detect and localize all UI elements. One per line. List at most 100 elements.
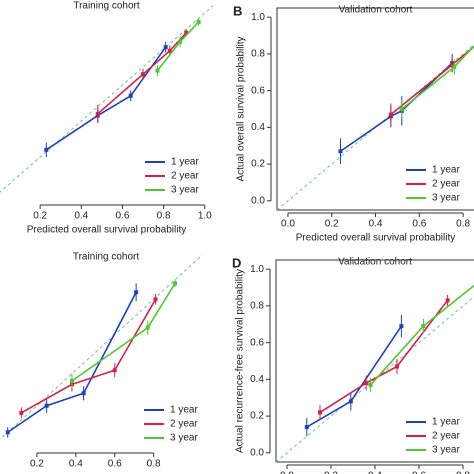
panel-title: Training cohort xyxy=(73,252,140,263)
x-axis-label: Predicted overall survival probability xyxy=(296,233,456,244)
point xyxy=(348,399,353,404)
point xyxy=(388,112,393,117)
calibration-line xyxy=(156,21,200,72)
y-tick-label: 0.0 xyxy=(250,447,264,458)
point xyxy=(95,111,100,116)
y-tick-label: 0.0 xyxy=(251,195,265,206)
y-tick-label: 0.6 xyxy=(251,85,265,96)
point xyxy=(364,381,369,386)
y-tick-label: 0.4 xyxy=(251,122,265,133)
calibration-line xyxy=(401,45,474,110)
point xyxy=(421,324,426,329)
plot-frame xyxy=(275,259,474,463)
point xyxy=(399,107,404,111)
legend-label: 3 year xyxy=(432,193,460,204)
x-tick-label: 0.6 xyxy=(116,211,130,222)
point xyxy=(184,30,189,35)
x-tick-label: 0.2 xyxy=(30,459,44,470)
x-tick-label: 0.8 xyxy=(147,459,161,470)
legend-label: 1 year xyxy=(170,405,198,416)
point xyxy=(173,281,178,286)
x-tick-label: 0.2 xyxy=(325,219,339,230)
point xyxy=(69,378,74,383)
legend-label: 1 year xyxy=(432,165,460,176)
point xyxy=(44,403,49,408)
legend-label: 3 year xyxy=(170,433,198,444)
point xyxy=(167,48,172,53)
point xyxy=(134,290,139,295)
x-tick-label: 0.2 xyxy=(324,471,338,474)
x-tick-label: 0.0 xyxy=(281,219,295,230)
calibration-line xyxy=(71,282,176,382)
plot-frame xyxy=(276,7,474,211)
point xyxy=(395,364,399,369)
y-tick-label: 0.4 xyxy=(250,374,264,385)
point xyxy=(155,68,160,73)
point xyxy=(44,147,49,152)
point xyxy=(452,64,457,69)
panel-title: Training cohort xyxy=(73,1,140,12)
point xyxy=(128,93,133,98)
x-tick-label: 0.2 xyxy=(33,211,47,222)
calibration-line xyxy=(319,299,449,414)
calibration-line xyxy=(20,298,157,414)
legend-label: 2 year xyxy=(432,179,460,190)
point xyxy=(178,39,183,44)
point xyxy=(399,324,404,329)
point xyxy=(304,425,309,430)
reference-line xyxy=(0,254,203,440)
legend-label: 3 year xyxy=(171,185,199,196)
x-tick-label: 0.4 xyxy=(369,219,383,230)
panel-label: D xyxy=(232,255,241,270)
calibration-line xyxy=(390,45,474,116)
calibration-line xyxy=(7,291,137,433)
y-axis-label: Actual recurrence-free survival probabil… xyxy=(235,269,246,453)
calibration-line xyxy=(97,32,187,115)
y-axis-label: Actual overall survival probability xyxy=(236,36,247,181)
legend-label: 2 year xyxy=(432,431,460,442)
panel-title: Validation cohort xyxy=(338,257,412,268)
legend-label: 2 year xyxy=(170,419,198,430)
calibration-line xyxy=(45,46,167,151)
legend-label: 1 year xyxy=(432,417,460,428)
x-tick-label: 0.8 xyxy=(456,219,470,230)
point xyxy=(145,325,150,330)
point xyxy=(153,297,158,302)
x-tick-label: 0.4 xyxy=(69,459,83,470)
x-tick-label: 0.6 xyxy=(108,459,122,470)
point xyxy=(450,62,455,67)
x-tick-label: 0.8 xyxy=(456,471,470,474)
point xyxy=(5,430,10,435)
calibration-line xyxy=(340,62,453,152)
y-tick-label: 0.8 xyxy=(250,301,264,312)
point xyxy=(196,20,201,24)
panel-label: B xyxy=(233,3,242,18)
x-tick-label: 0.4 xyxy=(368,471,382,474)
y-tick-label: 0.2 xyxy=(251,159,265,170)
x-tick-label: 0.4 xyxy=(74,211,88,222)
x-tick-label: 0.6 xyxy=(412,471,426,474)
point xyxy=(368,382,373,387)
panel-title: Validation cohort xyxy=(339,5,413,16)
x-tick-label: 0.0 xyxy=(280,471,294,474)
point xyxy=(19,410,24,415)
y-tick-label: 0.6 xyxy=(250,337,264,348)
x-tick-label: 1.0 xyxy=(198,211,212,222)
y-tick-label: 1.0 xyxy=(250,264,264,275)
legend-label: 3 year xyxy=(432,445,460,456)
reference-line xyxy=(0,5,214,193)
y-tick-label: 0.8 xyxy=(251,49,265,60)
x-axis-label: Predicted overall survival probability xyxy=(27,225,187,236)
point xyxy=(338,149,343,154)
point xyxy=(112,368,117,373)
point xyxy=(141,72,146,77)
x-tick-label: 0.6 xyxy=(412,219,426,230)
point xyxy=(163,45,168,50)
point xyxy=(445,298,450,303)
x-tick-label: 0.8 xyxy=(157,211,171,222)
legend-label: 2 year xyxy=(171,171,199,182)
point xyxy=(318,410,322,415)
legend-label: 1 year xyxy=(171,157,199,168)
y-tick-label: 0.2 xyxy=(250,411,264,422)
